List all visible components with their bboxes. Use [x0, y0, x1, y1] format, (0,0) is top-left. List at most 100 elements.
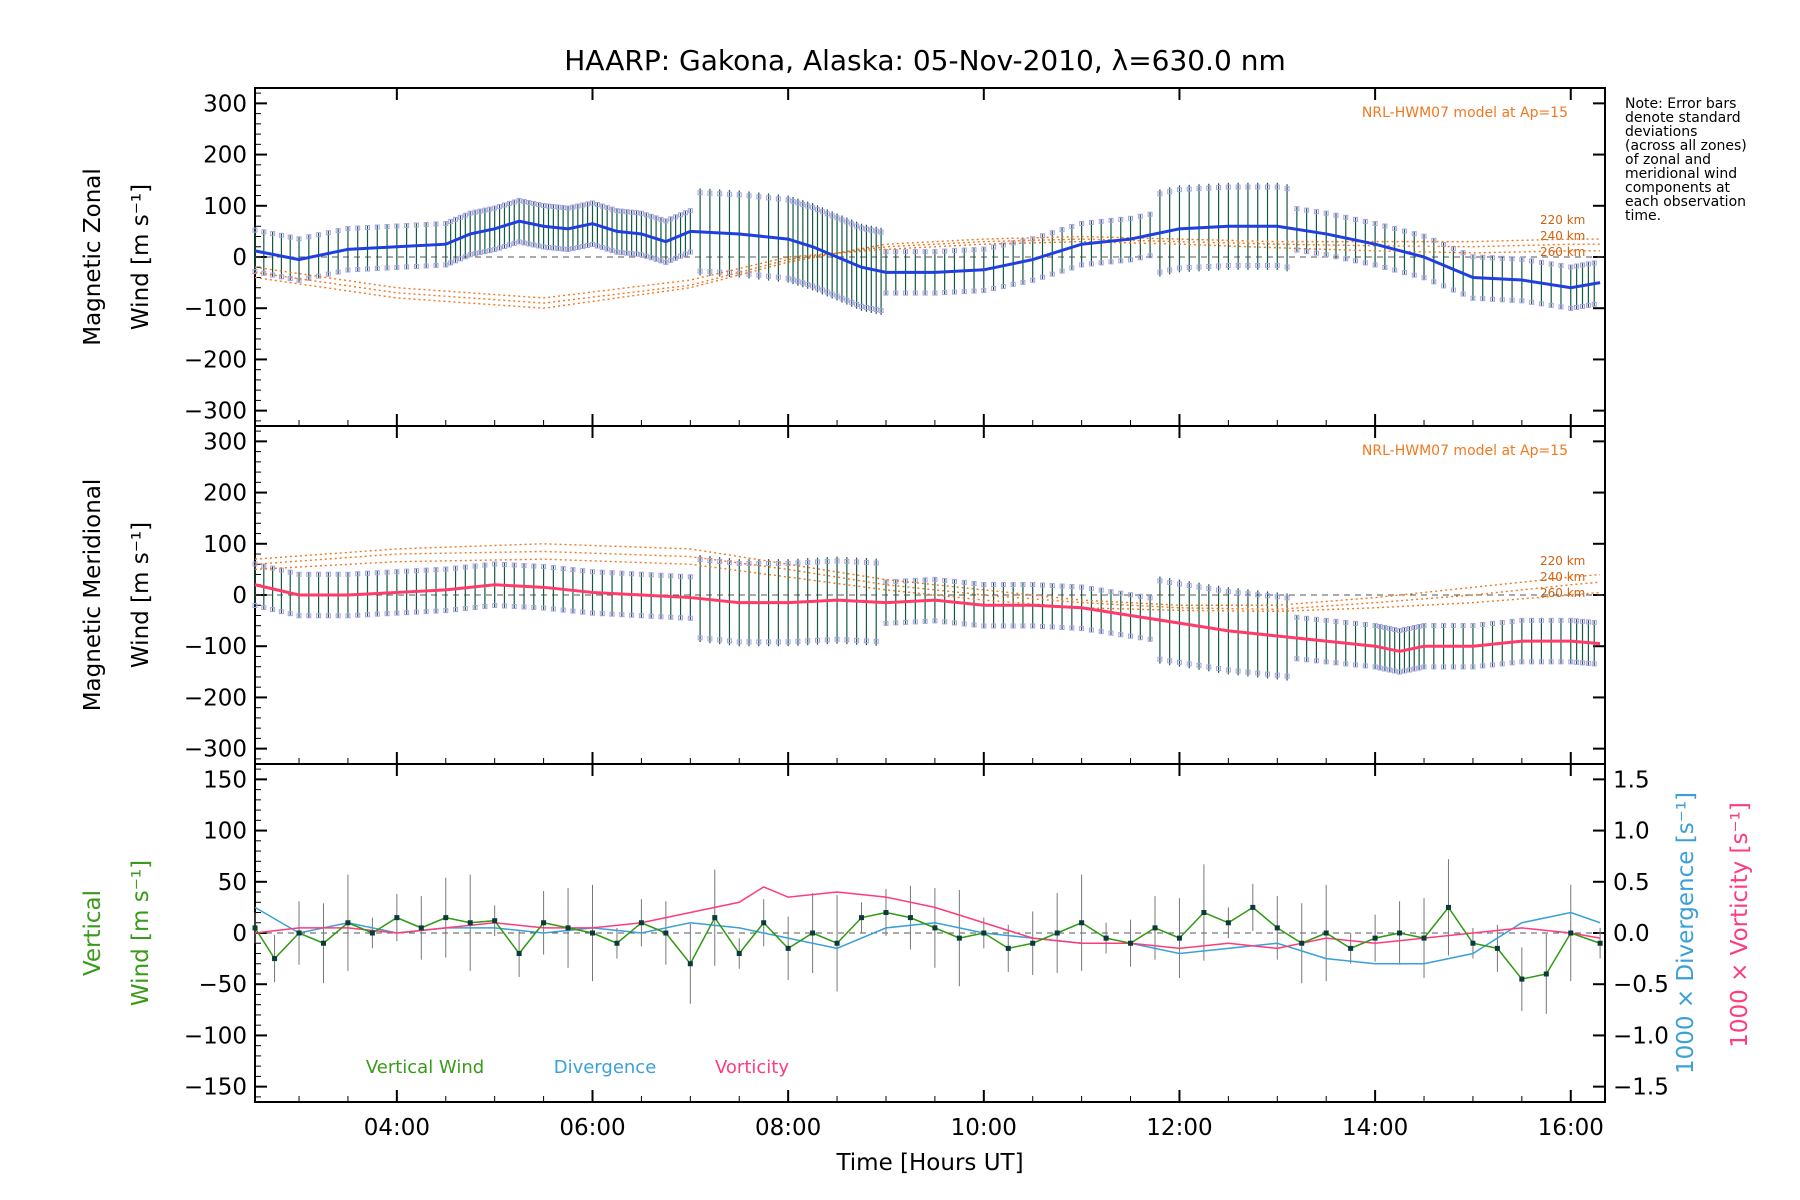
zone-marker	[492, 205, 498, 211]
zone-marker	[270, 607, 276, 613]
vertical-wind-point	[1445, 904, 1451, 910]
zone-marker	[663, 218, 669, 224]
zone-marker	[1509, 256, 1515, 262]
zone-marker	[423, 263, 429, 269]
zone-marker	[1568, 659, 1574, 665]
zone-marker	[384, 569, 390, 575]
zone-marker	[1274, 672, 1280, 678]
x-tick-label: 04:00	[364, 1115, 430, 1141]
zone-marker	[1333, 254, 1339, 260]
zone-marker	[844, 219, 850, 225]
zone-marker	[394, 264, 400, 270]
zone-marker	[531, 563, 537, 569]
zone-marker	[374, 570, 380, 576]
zone-marker	[1147, 595, 1153, 601]
zone-marker	[697, 190, 703, 196]
zone-marker	[1519, 256, 1525, 262]
zone-marker	[306, 275, 312, 281]
zonal-wind-line	[254, 219, 1601, 290]
x-tick-label: 08:00	[755, 1115, 821, 1141]
zone-marker	[1490, 296, 1495, 302]
note-line: components at	[1625, 180, 1731, 196]
zone-marker	[1284, 673, 1290, 679]
zone-marker	[355, 612, 361, 618]
zone-marker	[590, 241, 595, 247]
vertical-wind-point	[565, 925, 571, 931]
zone-marker	[834, 293, 840, 299]
zone-marker	[541, 203, 547, 209]
zone-marker	[1529, 299, 1535, 305]
zone-marker	[1372, 664, 1378, 670]
zone-marker	[1470, 622, 1476, 628]
zone-marker	[550, 204, 556, 210]
zone-marker	[824, 558, 830, 564]
zone-marker	[795, 200, 801, 206]
zone-marker	[1431, 237, 1437, 243]
zone-marker	[492, 561, 498, 567]
zone-marker	[1059, 583, 1065, 589]
zone-marker	[1059, 625, 1065, 631]
zone-marker	[1406, 667, 1412, 673]
zone-marker	[1401, 270, 1407, 276]
zone-marker	[1585, 302, 1591, 308]
zone-marker	[678, 615, 684, 621]
zone-marker	[1225, 667, 1231, 673]
zone-marker	[477, 208, 483, 214]
zone-marker	[912, 249, 918, 255]
zone-marker	[1574, 304, 1580, 310]
zone-marker	[594, 243, 600, 249]
y-tick-label: −100	[184, 1023, 247, 1049]
zone-marker	[1235, 184, 1241, 190]
zone-marker	[472, 563, 478, 569]
zone-marker	[423, 609, 429, 615]
meridional-alt-260: 260 km	[1540, 586, 1585, 600]
zone-marker	[252, 561, 258, 567]
vertical-wind-point	[467, 920, 473, 926]
zone-marker	[961, 289, 967, 295]
zone-marker	[629, 612, 635, 618]
zone-marker	[834, 215, 840, 221]
zone-marker	[521, 563, 527, 569]
zone-marker	[355, 267, 361, 273]
zone-marker	[604, 246, 610, 252]
zone-marker	[981, 246, 987, 252]
zone-marker	[1118, 632, 1124, 638]
zone-marker	[433, 221, 439, 227]
zone-marker	[903, 290, 909, 296]
zone-marker	[981, 582, 987, 588]
vertical-wind-point	[1372, 935, 1378, 941]
zone-marker	[1040, 274, 1045, 280]
zone-marker	[599, 569, 605, 575]
zone-marker	[1176, 187, 1182, 193]
zone-marker	[1157, 578, 1163, 584]
zone-marker	[1186, 661, 1192, 667]
zone-marker	[951, 248, 957, 254]
y-tick-label: 50	[218, 870, 247, 896]
zone-marker	[829, 291, 835, 297]
zone-marker	[1176, 265, 1182, 271]
zone-marker	[550, 565, 556, 571]
zone-marker	[453, 216, 459, 222]
zone-marker	[971, 288, 977, 294]
zone-marker	[1186, 264, 1192, 270]
zone-marker	[1372, 262, 1378, 268]
vertical-wind-point	[1201, 910, 1207, 916]
zone-marker	[1049, 624, 1055, 630]
vertical-wind-point	[785, 945, 791, 951]
meridional-altitude-labels: 220 km 240 km 260 km	[1540, 554, 1585, 600]
zone-marker	[1450, 664, 1456, 670]
vertical-wind-point	[1397, 930, 1403, 936]
vertical-wind-point	[418, 925, 424, 931]
zone-marker	[467, 252, 473, 258]
zone-marker	[1538, 617, 1544, 623]
zone-marker	[1460, 622, 1466, 628]
zone-marker	[541, 564, 547, 570]
zone-marker	[1460, 291, 1466, 297]
zone-marker	[682, 210, 688, 216]
zone-marker	[1030, 277, 1036, 283]
zone-marker	[653, 256, 659, 262]
zone-marker	[942, 577, 948, 583]
zone-marker	[1216, 587, 1222, 593]
zone-marker	[1020, 238, 1026, 244]
zone-marker	[521, 604, 527, 610]
